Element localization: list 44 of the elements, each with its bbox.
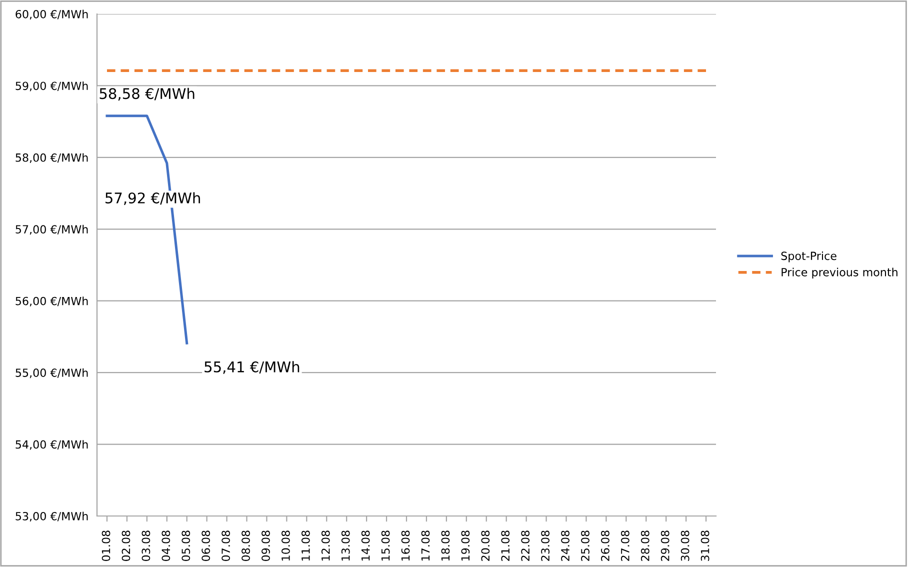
x-tick-label: 27.08 [620,530,630,561]
x-tick-label: 07.08 [222,530,230,561]
x-tick-label: 18.08 [441,530,450,560]
legend-label: Spot-Price [781,251,836,262]
x-tick-label: 15.08 [381,530,390,560]
x-tick-label: 26.08 [600,530,610,561]
x-tick-label: 28.08 [640,530,650,561]
x-tick-label: 29.08 [660,530,670,561]
x-tick-label: 04.08 [162,530,170,561]
x-tick-label: 13.08 [341,530,350,560]
x-tick-label: 19.08 [461,530,470,560]
y-tick-label: 57,00 €/MWh [16,224,88,235]
y-tick-label: 54,00 €/MWh [16,440,88,450]
x-tick-label: 02.08 [122,530,130,561]
data-label: 55,41 €/MWh [204,361,300,374]
x-tick-label: 25.08 [581,530,590,561]
x-tick-label: 31.08 [700,530,710,561]
x-tick-label: 06.08 [202,530,210,561]
legend-label: Price previous month [782,268,898,279]
y-tick-label: 53,00 €/MWh [16,512,88,522]
x-tick-label: 09.08 [262,530,270,561]
x-tick-label: 08.08 [242,530,250,561]
x-tick-label: 03.08 [142,530,150,561]
x-tick-label: 16.08 [401,530,410,560]
y-tick-label: 55,00 €/MWh [16,368,88,378]
y-tick-label: 58,00 €/MWh [16,153,88,163]
x-tick-label: 24.08 [561,530,570,561]
y-tick-label: 56,00 €/MWh [16,296,88,306]
data-label: 58,58 €/MWh [100,88,194,101]
data-label: 57,92 €/MWh [106,192,200,205]
x-tick-label: 30.08 [680,530,690,561]
x-tick-label: 23.08 [541,530,550,561]
y-tick-label: 60,00 €/MWh [16,10,88,20]
x-tick-label: 20.08 [481,530,490,561]
x-tick-label: 14.08 [361,530,370,560]
x-tick-label: 11.08 [301,530,310,560]
x-tick-label: 22.08 [521,530,530,561]
y-tick-label: 59,00 €/MWh [16,81,88,92]
x-tick-label: 05.08 [182,530,190,561]
x-tick-label: 01.08 [102,530,110,561]
x-tick-label: 17.08 [421,530,430,560]
x-tick-label: 10.08 [282,530,290,560]
x-tick-label: 21.08 [501,530,510,561]
x-tick-label: 12.08 [321,530,330,560]
